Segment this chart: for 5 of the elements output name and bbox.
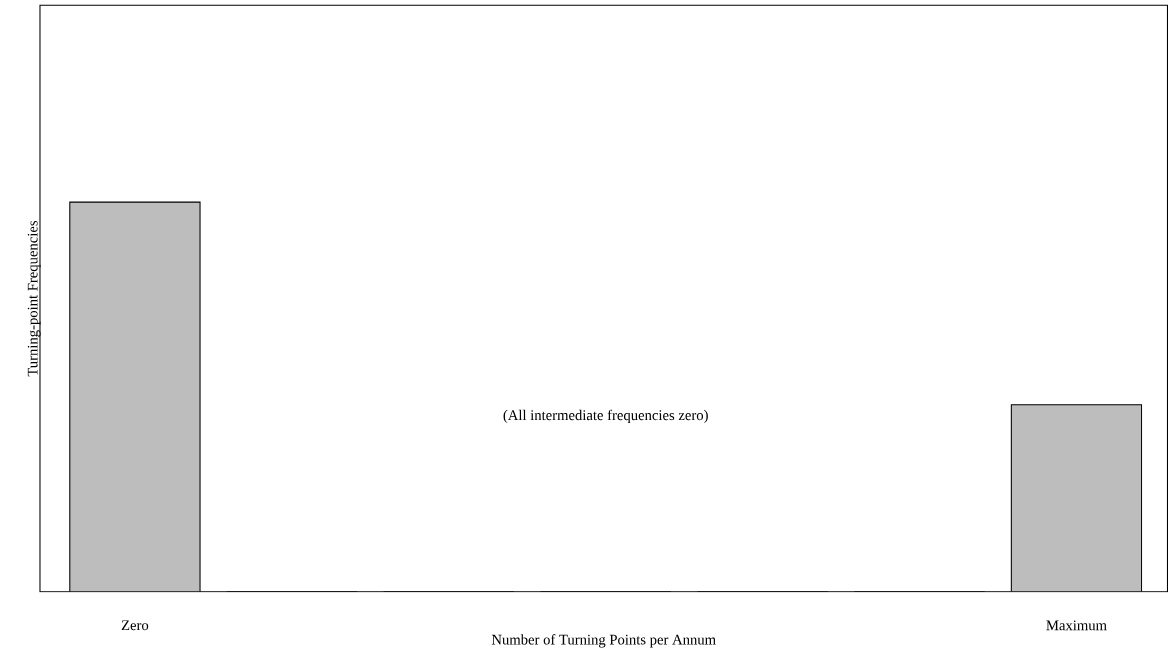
x-tick-label: Maximum [1046, 620, 1107, 631]
annotation: (All intermediate frequencies zero) [503, 409, 708, 424]
x-tick-label: Zero [121, 620, 149, 631]
y-axis-title: Turning-point Frequencies [27, 221, 41, 377]
x-axis-title: Number of Turning Points per Annum [491, 634, 716, 648]
